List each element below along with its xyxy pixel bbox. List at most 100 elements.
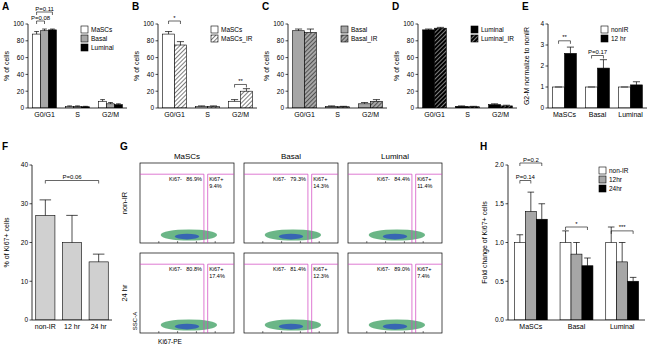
error-cap [67, 105, 72, 106]
error-cap [608, 227, 615, 228]
gate-label: Ki67+ [417, 266, 431, 272]
x-tick-label: G0/G1 [164, 111, 185, 118]
y-tick-label: 0 [150, 104, 154, 111]
error-cap [425, 29, 432, 30]
error-bar [116, 103, 121, 105]
gate-percent: 84.4% [394, 176, 410, 182]
gate [312, 264, 338, 333]
y-tick-label: 80 [407, 37, 415, 44]
axis-tick [281, 331, 282, 333]
error-bar [567, 47, 574, 53]
error-bar [470, 106, 477, 107]
gate [140, 264, 204, 333]
error-cap [503, 105, 510, 106]
bar [33, 34, 41, 108]
plot-frame [244, 163, 338, 243]
error-bar [210, 105, 217, 106]
legend-swatch [341, 35, 348, 42]
bar [617, 262, 628, 320]
y-tick-label: 40 [17, 71, 25, 78]
panel-bar: HFold change of Ki67+ cells0.00.51.01.52… [480, 141, 645, 330]
row-label: non-IR [120, 191, 129, 214]
error-cap [437, 27, 444, 28]
gate-percent: 81.4% [290, 266, 306, 272]
error-bar [361, 103, 368, 104]
error-cap [198, 105, 205, 106]
error-cap [528, 192, 535, 193]
column-title: Basal [281, 152, 301, 161]
legend-label: 24hr [609, 185, 623, 192]
error-cap [328, 105, 335, 106]
bar [560, 243, 571, 321]
y-axis-label: % of Ki67+ cells [3, 217, 10, 267]
error-bar [165, 32, 172, 35]
error-cap [621, 87, 628, 88]
axis-tick [177, 241, 178, 243]
error-bar [67, 105, 72, 106]
axis-tick [281, 241, 282, 243]
error-line [180, 42, 181, 45]
annotation: P=0.11 [35, 6, 54, 12]
axis-tick [177, 331, 178, 333]
cell-cloud-core [383, 324, 407, 330]
y-tick-label: 60 [147, 54, 155, 61]
error-bar [588, 87, 595, 88]
bar [163, 34, 175, 108]
x-tick-label: G2/M [232, 111, 249, 118]
y-tick-label: 20 [147, 88, 155, 95]
error-line [36, 32, 37, 35]
legend-label: MaSCs_IR [221, 35, 253, 43]
bar [41, 31, 49, 108]
error-cap [177, 41, 184, 42]
error-bar [584, 258, 591, 266]
error-bar [373, 100, 380, 102]
panel-bar: C% of cells020406080100G0/G1SG2/MBasalBa… [262, 1, 387, 118]
cell-cloud [369, 319, 425, 330]
axis-tick [196, 331, 197, 333]
plot-frame [348, 163, 442, 243]
bracket [37, 12, 53, 15]
cell-cloud [369, 229, 425, 240]
gate [348, 264, 412, 333]
error-cap [116, 103, 121, 104]
axis-tick [385, 331, 386, 333]
legend-swatch [599, 176, 606, 183]
error-bar [34, 32, 39, 35]
error-line [45, 200, 46, 216]
gate-label: Ki67- [169, 176, 182, 182]
cell-cloud-core [279, 234, 303, 240]
gate-percent: 89.0% [394, 266, 410, 272]
error-bar [93, 254, 105, 262]
error-cap [555, 87, 562, 88]
bracket [37, 21, 45, 24]
flow-plot: Ki67-86.9%Ki67+9.4% [140, 163, 234, 243]
x-tick-label: non-IR [35, 323, 56, 330]
gate-percent: 79.3% [290, 176, 306, 182]
panel-label: C [262, 1, 269, 12]
y-tick-label: 0 [280, 104, 284, 111]
x-tick-label: G0/G1 [34, 111, 55, 118]
y-tick-label: 3 [540, 41, 544, 48]
error-bar [307, 29, 314, 32]
error-line [310, 29, 311, 32]
gate [312, 174, 338, 243]
error-cap [108, 102, 113, 103]
x-axis [508, 320, 645, 321]
panel-bar: D% of cells020406080100G0/G1SG2/MLuminal… [392, 1, 517, 118]
x-tick-label: G2/M [102, 111, 119, 118]
error-bar [50, 29, 55, 31]
legend-swatch [599, 167, 606, 174]
x-tick-label: S [465, 111, 470, 118]
legend-swatch [211, 35, 218, 42]
y-tick-label: 80 [277, 37, 285, 44]
error-cap [307, 29, 314, 30]
error-cap [243, 88, 250, 89]
y-axis [32, 165, 33, 320]
error-bar [328, 105, 335, 106]
x-tick-label: Basal [589, 111, 607, 118]
error-bar [40, 200, 52, 216]
y-tick-label: 1 [540, 83, 544, 90]
legend: MaSCsMaSCs_IR [211, 26, 253, 43]
error-cap [584, 258, 591, 259]
y-tick-label: 80 [147, 37, 155, 44]
